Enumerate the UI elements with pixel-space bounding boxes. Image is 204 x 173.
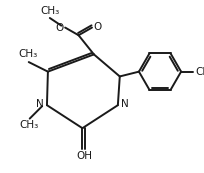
Text: CH₃: CH₃ bbox=[19, 120, 38, 130]
Text: O: O bbox=[94, 22, 102, 32]
Text: N: N bbox=[36, 99, 44, 109]
Text: OH: OH bbox=[76, 151, 92, 161]
Text: N: N bbox=[121, 99, 129, 109]
Text: O: O bbox=[55, 22, 63, 33]
Text: CH₃: CH₃ bbox=[40, 6, 59, 16]
Text: Cl: Cl bbox=[195, 67, 204, 77]
Text: CH₃: CH₃ bbox=[18, 49, 37, 59]
